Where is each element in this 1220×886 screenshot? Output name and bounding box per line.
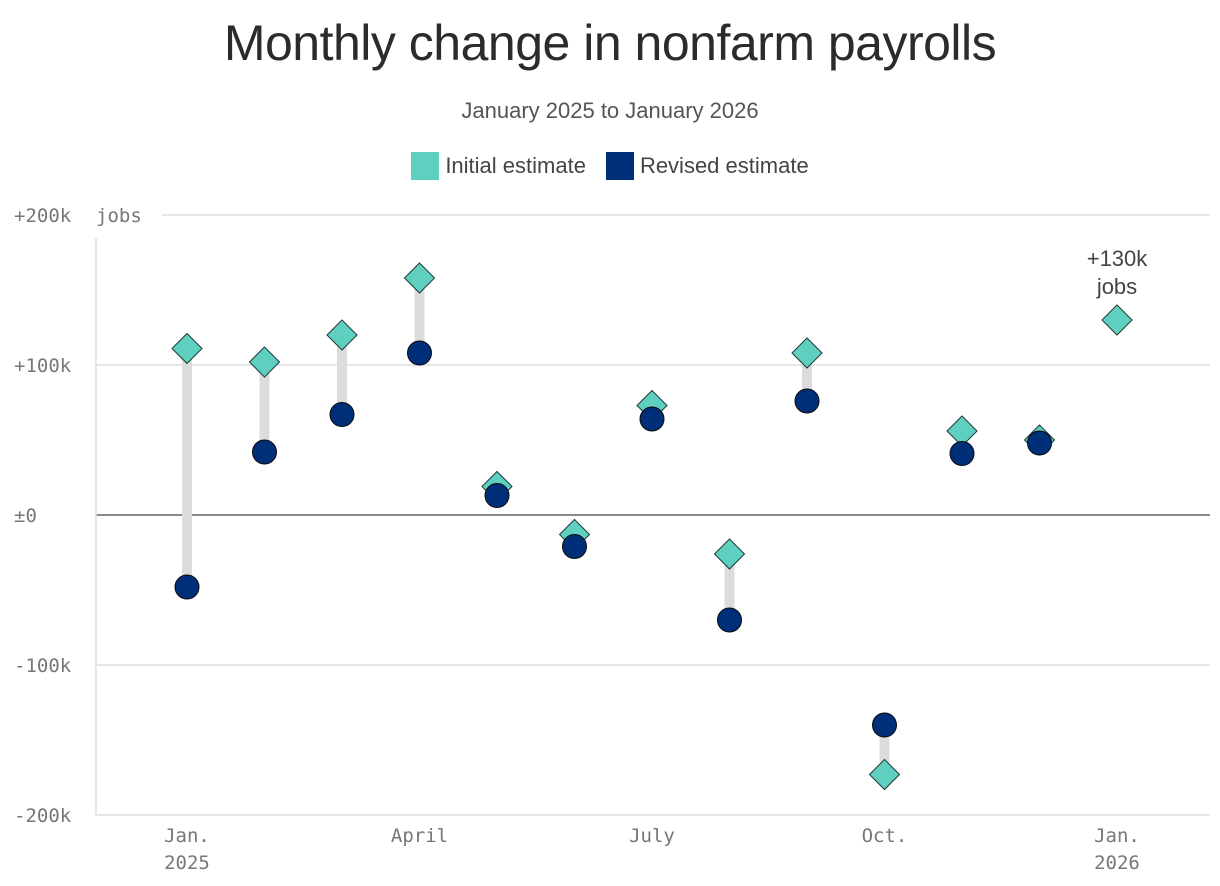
initial-estimate-point bbox=[248, 346, 281, 378]
x-tick-label-year: 2025 bbox=[164, 852, 210, 874]
annotation-value: +130k bbox=[1087, 246, 1149, 271]
revised-estimate-point bbox=[329, 402, 355, 427]
initial-estimate-point bbox=[403, 262, 436, 294]
revised-estimate-point bbox=[252, 439, 277, 465]
label-layer: +200k +100k ±0 -100k -200k jobs Jan. 2025 April J… bbox=[14, 205, 1148, 874]
grid-layer bbox=[95, 214, 1210, 816]
initial-estimate-point bbox=[171, 332, 203, 365]
revised-estimate-point bbox=[1027, 430, 1052, 456]
x-tick-label-year: 2026 bbox=[1094, 852, 1140, 874]
initial-estimate-point bbox=[326, 319, 358, 351]
y-tick-label: +100k bbox=[14, 355, 72, 377]
legend-label-initial: Initial estimate bbox=[445, 153, 586, 178]
initial-estimate-point bbox=[1101, 304, 1133, 336]
revised-estimate-point bbox=[484, 483, 510, 508]
revised-estimate-point bbox=[949, 441, 975, 466]
y-tick-label: ±0 bbox=[14, 505, 37, 527]
y-tick-label: +200k bbox=[14, 205, 72, 227]
initial-estimate-point bbox=[791, 337, 823, 369]
revised-estimate-point bbox=[639, 406, 665, 432]
x-tick-label: Jan. bbox=[1094, 825, 1140, 847]
legend-item-initial: Initial estimate bbox=[411, 152, 586, 180]
revised-estimate-point bbox=[872, 712, 897, 738]
revised-estimate-point bbox=[794, 388, 820, 414]
y-tick-label: -100k bbox=[14, 655, 72, 677]
revised-estimate-point bbox=[717, 607, 742, 633]
chart-subtitle: January 2025 to January 2026 bbox=[461, 98, 759, 123]
initial-estimate-point bbox=[713, 538, 746, 570]
y-tick-label: -200k bbox=[14, 805, 72, 827]
connector-layer bbox=[182, 278, 1045, 775]
legend: Initial estimate Revised estimate bbox=[0, 152, 1220, 180]
legend-item-revised: Revised estimate bbox=[605, 152, 809, 180]
revised-estimate-point bbox=[562, 534, 587, 559]
legend-swatch-initial bbox=[411, 152, 440, 180]
annotation-unit: jobs bbox=[1096, 274, 1137, 299]
mark-layer bbox=[171, 262, 1133, 791]
x-tick-label: Oct. bbox=[862, 825, 908, 847]
legend-swatch-revised bbox=[605, 152, 634, 180]
x-tick-label: July bbox=[629, 825, 675, 847]
chart-title: Monthly change in nonfarm payrolls bbox=[223, 15, 997, 71]
legend-label-revised: Revised estimate bbox=[639, 153, 809, 178]
y-unit-label: jobs bbox=[96, 205, 142, 227]
revised-estimate-point bbox=[174, 574, 200, 600]
initial-estimate-point bbox=[868, 758, 901, 791]
x-tick-label: Jan. bbox=[164, 825, 210, 847]
x-tick-label: April bbox=[391, 825, 448, 847]
revised-estimate-point bbox=[407, 340, 432, 366]
